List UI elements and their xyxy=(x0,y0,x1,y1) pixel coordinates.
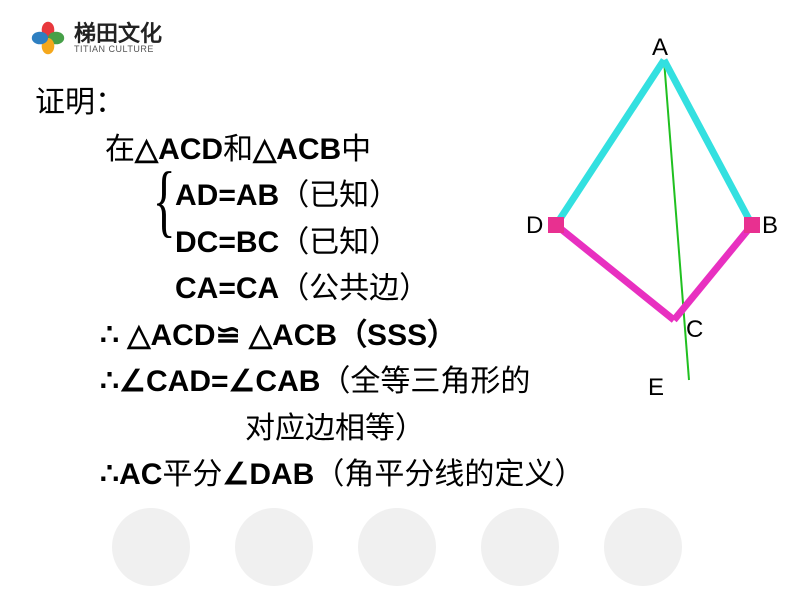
eq: AD=AB xyxy=(175,179,279,212)
logo-en: TITIAN CULTURE xyxy=(74,45,162,54)
result-1: ∴ △ACD≌ △ACB（SSS） xyxy=(35,313,565,360)
logo-cn: 梯田文化 xyxy=(74,23,162,45)
reason: （全等三角形的 xyxy=(320,365,530,398)
label-c: C xyxy=(686,316,703,344)
proof-line-1: 在△ACD和△ACB中 xyxy=(35,127,565,174)
text: 在 xyxy=(105,133,135,166)
result-2b: 对应边相等） xyxy=(35,406,565,453)
reason: （公共边） xyxy=(279,272,429,305)
cond-1: AD=AB（已知） xyxy=(175,173,565,220)
eq: DC=BC xyxy=(175,226,279,259)
square-b xyxy=(744,217,760,233)
text: 中 xyxy=(341,133,371,166)
label-a: A xyxy=(652,34,668,62)
text: 平分 xyxy=(162,458,222,491)
circle-icon xyxy=(112,508,190,586)
square-d xyxy=(548,217,564,233)
reason: （已知） xyxy=(279,226,399,259)
decorative-circles xyxy=(0,508,794,586)
result-2: ∴∠CAD=∠CAB（全等三角形的 xyxy=(35,359,565,406)
proof-title: 证明： xyxy=(35,80,565,127)
line-ad xyxy=(556,60,664,225)
circle-icon xyxy=(604,508,682,586)
angle-eq: ∠CAD=∠CAB xyxy=(119,365,320,398)
logo: 梯田文化 TITIAN CULTURE xyxy=(30,20,162,56)
circle-icon xyxy=(235,508,313,586)
geometry-diagram: A B C D E xyxy=(534,40,774,400)
proof-block: 证明： 在△ACD和△ACB中 { AD=AB（已知） DC=BC（已知） CA… xyxy=(35,80,565,499)
label-b: B xyxy=(762,212,778,240)
text: 和 xyxy=(223,133,253,166)
line-dc xyxy=(556,225,674,320)
cond-2: DC=BC（已知） xyxy=(175,220,565,267)
seg: AC xyxy=(119,458,162,491)
tri-a: △ACD xyxy=(127,319,215,352)
congruent: ≌ xyxy=(216,319,249,352)
therefore: ∴ xyxy=(100,319,127,352)
label-e: E xyxy=(648,374,664,402)
clover-icon xyxy=(30,20,66,56)
triangle-acd: △ACD xyxy=(135,133,223,166)
diagram-svg xyxy=(534,40,774,400)
cond-3: CA=CA（公共边） xyxy=(175,266,565,313)
line-bc xyxy=(674,225,752,320)
tri-b: △ACB xyxy=(249,319,337,352)
eq: CA=CA xyxy=(175,272,279,305)
therefore: ∴ xyxy=(100,365,119,398)
circle-icon xyxy=(481,508,559,586)
therefore: ∴ xyxy=(100,458,119,491)
triangle-acb: △ACB xyxy=(253,133,341,166)
brace-group: { AD=AB（已知） DC=BC（已知） CA=CA（公共边） xyxy=(35,173,565,313)
reason: （已知） xyxy=(279,179,399,212)
reason: （SSS） xyxy=(337,319,457,352)
reason: 对应边相等） xyxy=(245,412,425,445)
line-ab xyxy=(664,60,752,225)
result-3: ∴AC平分∠DAB（角平分线的定义） xyxy=(35,452,565,499)
label-d: D xyxy=(526,212,543,240)
brace-icon: { xyxy=(153,179,176,223)
reason: （角平分线的定义） xyxy=(314,458,584,491)
circle-icon xyxy=(358,508,436,586)
angle: ∠DAB xyxy=(222,458,314,491)
